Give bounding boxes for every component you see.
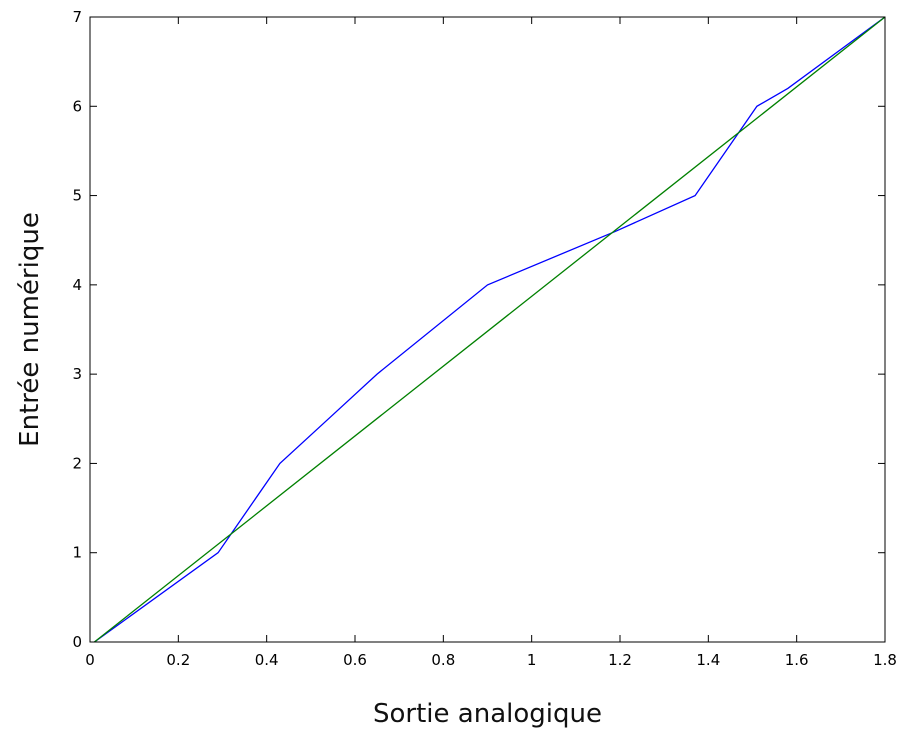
y-tick-label: 5 [72, 187, 82, 205]
x-tick-label: 0.2 [166, 651, 190, 669]
series-layer [93, 16, 886, 643]
series-line-2 [93, 16, 886, 643]
x-tick-label: 1.8 [873, 651, 897, 669]
x-tick-label: 1.2 [608, 651, 632, 669]
y-tick-label: 2 [72, 454, 82, 472]
x-tick-label: 1.6 [785, 651, 809, 669]
x-tick-label: 1.4 [696, 651, 720, 669]
plot-frame [89, 16, 886, 643]
series-line-1 [94, 16, 886, 643]
y-tick-label: 1 [72, 544, 82, 562]
y-tick-label: 0 [72, 633, 82, 651]
x-axis-title: Sortie analogique [373, 699, 602, 729]
x-tick-label: 1 [527, 651, 537, 669]
y-axis-title: Entrée numérique [15, 212, 45, 447]
y-tick-label: 3 [72, 365, 82, 383]
y-tick-label: 6 [72, 97, 82, 115]
x-tick-label: 0.8 [431, 651, 455, 669]
x-tick-label: 0.6 [343, 651, 367, 669]
y-tick-label: 7 [72, 8, 82, 26]
x-tick-label: 0 [85, 651, 95, 669]
y-tick-label: 4 [72, 276, 82, 294]
x-tick-label: 0.4 [255, 651, 279, 669]
ticks-layer: 0 0.2 0.4 0.6 0.8 1 1.2 1.4 1.6 1.8 0 1 2 3 4 5 6 7 [72, 8, 896, 669]
